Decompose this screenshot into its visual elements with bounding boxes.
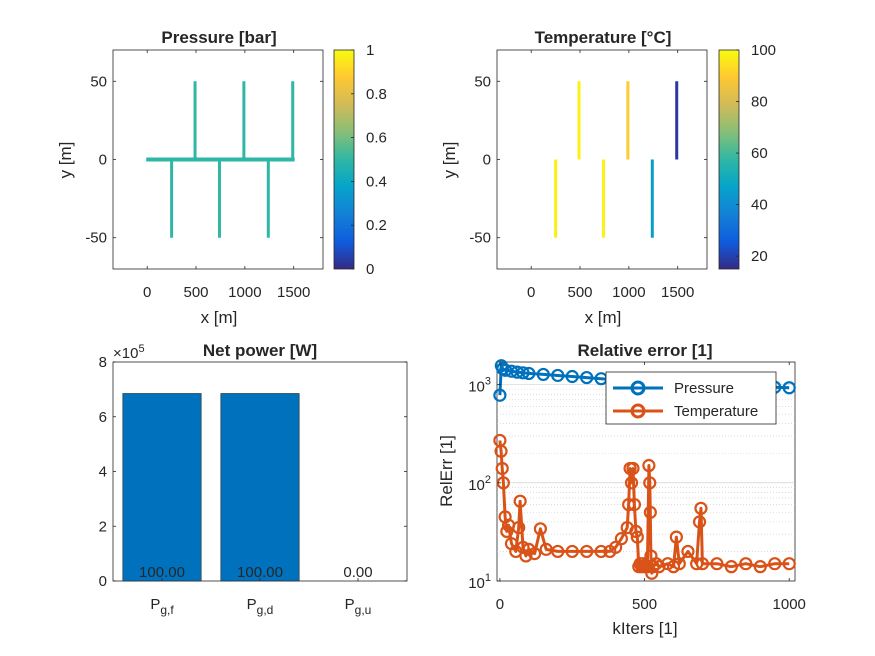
pressure-cbar-tick-label: 0.6: [366, 130, 387, 147]
temperature-xtick-label: 1000: [612, 284, 645, 301]
relerr-legend: Pressure Temperature: [606, 372, 776, 424]
temperature-ylabel: y [m]: [440, 142, 459, 179]
power-xtick-label: Pg,f: [150, 596, 174, 617]
relerr-ytick-label: 102: [468, 474, 491, 494]
temperature-cbar-tick-label: 100: [751, 42, 776, 59]
relerr-ytick-label: 101: [468, 572, 491, 592]
power-ytick-label: 8: [99, 354, 107, 371]
temperature-title: Temperature [°C]: [535, 28, 672, 47]
temperature-colorbar-ticks: 20 40 60 80 100: [736, 42, 776, 265]
temperature-cbar-tick-label: 80: [751, 94, 768, 111]
legend-temperature-label: Temperature: [674, 403, 758, 420]
pressure-cbar-tick-label: 0: [366, 261, 374, 278]
temperature-xtick-label: 500: [568, 284, 593, 301]
power-title: Net power [W]: [203, 341, 317, 360]
relerr-xtick-label: 1000: [773, 596, 806, 613]
pressure-xlabel: x [m]: [201, 308, 238, 327]
relerr-title: Relative error [1]: [577, 341, 712, 360]
power-panel: Net power [W] ×105 0 2 4 6 8 100.00 Pg,f 100.00…: [99, 341, 407, 617]
temperature-ytick-label: -50: [469, 230, 491, 247]
temperature-panel: Temperature [°C] 0 500 1000 1500 -50 0 50 x [m…: [440, 28, 776, 327]
temperature-xtick-label: 0: [527, 284, 535, 301]
temperature-cbar-tick-label: 20: [751, 248, 768, 265]
pressure-ytick-label: 0: [99, 152, 107, 169]
pressure-title: Pressure [bar]: [161, 28, 276, 47]
pressure-ytick-label: -50: [85, 230, 107, 247]
pressure-xtick-label: 500: [184, 284, 209, 301]
pressure-colorbar: [334, 50, 354, 269]
power-ytick-label: 2: [99, 518, 107, 535]
pressure-colorbar-ticks: 0 0.2 0.4 0.6 0.8 1: [351, 42, 387, 278]
pressure-xtick-label: 1500: [277, 284, 310, 301]
temperature-xtick-label: 1500: [661, 284, 694, 301]
pressure-cbar-tick-label: 1: [366, 42, 374, 59]
relerr-xlabel: kIters [1]: [612, 619, 677, 638]
temperature-ytick-label: 0: [483, 152, 491, 169]
power-bar-1: [123, 393, 201, 581]
relerr-xtick-label: 0: [496, 596, 504, 613]
relerr-xtick-label: 500: [632, 596, 657, 613]
pressure-cbar-tick-label: 0.4: [366, 173, 387, 190]
power-ytick-label: 0: [99, 573, 107, 590]
power-bar-2: [221, 393, 299, 581]
power-exponent: ×105: [113, 343, 145, 362]
pressure-cbar-tick-label: 0.8: [366, 86, 387, 103]
pressure-xtick-label: 1000: [228, 284, 261, 301]
relerr-ytick-label: 103: [468, 376, 491, 396]
power-ytick-label: 6: [99, 409, 107, 426]
power-xtick-label: Pg,d: [247, 596, 274, 617]
relerr-panel: Relative error [1] 0 500 1000 101 102 103 kIt…: [437, 341, 806, 638]
temperature-cbar-tick-label: 40: [751, 197, 768, 214]
temperature-colorbar: [719, 50, 739, 269]
legend-pressure-label: Pressure: [674, 380, 734, 397]
pressure-xtick-label: 0: [143, 284, 151, 301]
power-ytick-label: 4: [99, 464, 107, 481]
pressure-ylabel: y [m]: [56, 142, 75, 179]
pressure-ytick-label: 50: [90, 73, 107, 90]
temperature-ytick-label: 50: [474, 73, 491, 90]
power-xtick-label: Pg,u: [345, 596, 372, 617]
temperature-cbar-tick-label: 60: [751, 145, 768, 162]
temperature-xlabel: x [m]: [585, 308, 622, 327]
pressure-cbar-tick-label: 0.2: [366, 217, 387, 234]
relerr-ylabel: RelErr [1]: [437, 435, 456, 507]
